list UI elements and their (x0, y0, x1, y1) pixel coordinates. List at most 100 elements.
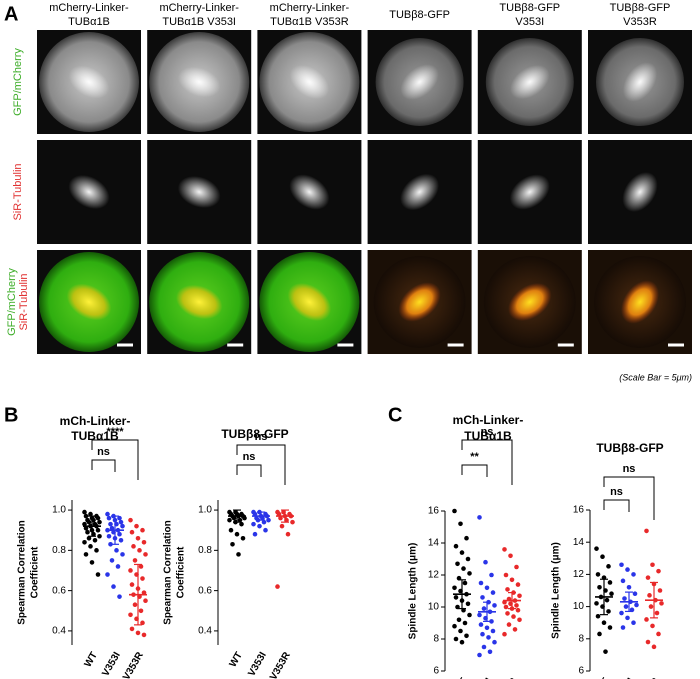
data-point (97, 533, 102, 539)
data-point (467, 571, 472, 576)
spindle (509, 174, 550, 210)
x-tick-label: V353I (246, 650, 269, 678)
significance-label: ns (481, 426, 494, 438)
column-header: TUBβ8-GFP (610, 2, 671, 14)
y-tick-label: 16 (573, 505, 585, 516)
data-point (141, 632, 147, 638)
data-point (594, 546, 599, 551)
data-point (619, 610, 624, 616)
data-point (228, 527, 234, 533)
data-point (118, 537, 124, 543)
significance-label: **** (106, 426, 124, 438)
data-point (594, 601, 599, 606)
y-axis-label: Spindle Length (μm) (408, 543, 419, 640)
data-point (489, 619, 494, 624)
data-point (656, 631, 661, 637)
panel-label: C (388, 404, 402, 426)
spindle (177, 176, 221, 208)
data-point (141, 539, 147, 545)
row-label: SiR-Tubulin (12, 163, 24, 220)
data-point (109, 525, 115, 531)
data-point (276, 511, 282, 517)
data-point (240, 535, 246, 541)
column-header: TUBβ8-GFP (499, 2, 560, 14)
spindle (287, 282, 332, 322)
data-point (492, 639, 497, 645)
data-point (138, 608, 144, 614)
y-tick-label: 10 (428, 602, 440, 613)
y-tick-label: 0.4 (52, 626, 66, 637)
y-tick-label: 1.0 (198, 505, 212, 516)
data-point (462, 580, 468, 586)
data-point (651, 644, 657, 650)
data-point (634, 602, 639, 608)
data-point (134, 523, 139, 529)
data-point (117, 594, 122, 599)
data-point (85, 529, 90, 535)
data-point (656, 568, 661, 574)
column-header: mCherry-Linker- (49, 2, 129, 14)
scale-note: (Scale Bar = 5μm) (619, 372, 692, 382)
data-point (237, 517, 243, 523)
column-header: TUBα1B V353I (162, 16, 236, 28)
x-tick-label: V353R (495, 676, 520, 679)
x-tick-label: V353I (614, 676, 637, 679)
data-point (452, 508, 457, 514)
data-point (131, 544, 136, 549)
data-point (458, 521, 463, 527)
data-point (514, 564, 519, 570)
y-tick-label: 14 (428, 538, 440, 549)
data-point (623, 604, 629, 609)
data-point (607, 625, 613, 630)
data-point (231, 515, 237, 521)
data-point (481, 606, 487, 611)
data-point (607, 580, 613, 585)
data-point (230, 542, 235, 547)
significance-bracket (236, 464, 262, 477)
spindle (400, 173, 440, 211)
data-point (453, 595, 459, 600)
significance-bracket (603, 499, 630, 512)
data-point (462, 620, 468, 626)
column-header: TUBα1B V353R (270, 16, 349, 28)
data-point (467, 612, 472, 618)
significance-label: ** (470, 451, 479, 463)
x-tick-label: V353R (268, 650, 293, 679)
data-point (464, 535, 469, 541)
data-point (452, 623, 457, 629)
data-point (117, 531, 122, 537)
data-point (239, 521, 244, 527)
y-axis-label: Coefficient (176, 546, 187, 598)
data-point (456, 617, 462, 623)
data-point (95, 527, 101, 533)
data-point (132, 558, 138, 563)
data-point (654, 610, 660, 616)
data-point (477, 515, 482, 520)
significance-bracket (91, 459, 116, 472)
data-point (83, 513, 89, 519)
y-tick-label: 12 (428, 570, 440, 581)
y-tick-label: 6 (578, 666, 584, 677)
y-tick-label: 0.6 (198, 585, 212, 596)
data-point (120, 523, 125, 529)
data-point (465, 556, 471, 562)
significance-label: ns (97, 446, 110, 458)
data-point (595, 613, 601, 619)
data-point (455, 561, 460, 567)
spindle (622, 62, 658, 102)
data-point (477, 612, 482, 618)
significance-label: ns (255, 431, 268, 443)
data-point (484, 625, 490, 631)
data-point (625, 567, 630, 572)
data-point (644, 528, 649, 534)
data-point (620, 578, 626, 584)
data-point (515, 582, 521, 587)
significance-bracket (236, 444, 286, 485)
data-point (458, 628, 463, 634)
data-point (600, 554, 605, 559)
data-point (109, 558, 115, 563)
data-point (632, 591, 638, 597)
data-point (595, 572, 601, 577)
data-point (461, 566, 466, 571)
data-point (236, 552, 241, 557)
